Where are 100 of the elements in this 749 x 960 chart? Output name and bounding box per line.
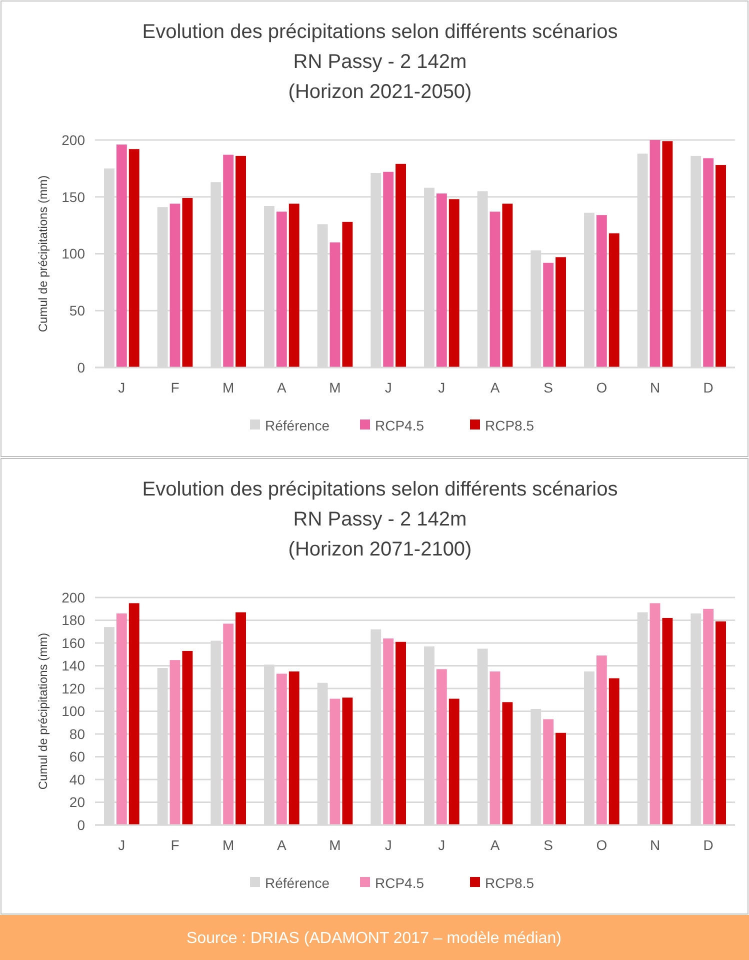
x-tick-label: N xyxy=(650,380,660,396)
y-tick-label: 100 xyxy=(62,703,86,720)
chart-title: Evolution des précipitations selon différents scénarios xyxy=(142,21,618,43)
legend-label: RCP4.5 xyxy=(375,874,424,891)
bar xyxy=(662,141,673,368)
x-tick-label: D xyxy=(703,837,714,853)
x-tick-label: O xyxy=(596,380,608,396)
bar xyxy=(543,262,554,368)
x-tick-label: F xyxy=(170,837,180,853)
bar xyxy=(223,154,234,368)
y-tick-label: 120 xyxy=(62,680,86,696)
bar xyxy=(330,698,340,825)
bar xyxy=(608,678,620,825)
y-axis-title: Cumul de précipitations (mm) xyxy=(36,175,50,332)
bar xyxy=(383,638,394,825)
bar xyxy=(276,674,287,825)
y-tick-label: 160 xyxy=(62,634,86,651)
bar xyxy=(502,204,513,368)
x-tick-label: M xyxy=(329,837,341,853)
bar xyxy=(436,669,447,825)
bar xyxy=(182,650,193,825)
source-note: Source : DRIAS (ADAMONT 2017 – modèle médian) xyxy=(186,930,562,948)
x-tick-label: J xyxy=(118,380,126,396)
bar xyxy=(396,642,406,825)
y-axis-title: Cumul de précipitations (mm) xyxy=(36,632,50,790)
x-tick-label: J xyxy=(438,837,446,853)
bar xyxy=(128,603,140,825)
y-tick-label: 150 xyxy=(62,188,86,205)
x-tick-label: O xyxy=(596,837,608,853)
bar xyxy=(596,215,607,368)
x-tick-label: J xyxy=(438,380,446,396)
chart-title: Evolution des précipitations selon différents scénarios xyxy=(142,478,618,500)
x-tick-label: J xyxy=(384,837,392,853)
bar xyxy=(502,702,513,825)
bar xyxy=(288,204,300,368)
bar xyxy=(342,222,353,368)
y-tick-label: 140 xyxy=(62,658,86,674)
bar xyxy=(448,698,460,825)
bar xyxy=(288,671,300,825)
bar xyxy=(448,199,460,368)
y-tick-label: 200 xyxy=(62,132,86,148)
y-tick-label: 180 xyxy=(62,612,86,628)
bar xyxy=(556,257,566,368)
chart-subtitle: RN Passy - 2 142m (Horizon 2021-2050) xyxy=(288,51,472,103)
y-tick-label: 0 xyxy=(77,359,86,376)
y-tick-label: 0 xyxy=(77,816,86,833)
bar xyxy=(116,144,127,368)
bar xyxy=(650,140,660,368)
x-tick-label: M xyxy=(222,837,234,853)
bar xyxy=(396,164,406,368)
y-tick-label: 200 xyxy=(62,589,86,606)
bar xyxy=(116,613,127,825)
x-tick-label: A xyxy=(276,380,287,396)
bar xyxy=(703,158,714,368)
y-tick-label: 50 xyxy=(69,302,86,319)
bar xyxy=(342,698,353,825)
legend-label: Référence xyxy=(265,417,330,434)
chart-subtitle: RN Passy - 2 142m (Horizon 2071-2100) xyxy=(288,508,472,560)
bar xyxy=(490,212,500,368)
bar xyxy=(128,149,140,368)
legend-label: Référence xyxy=(265,874,330,891)
bar xyxy=(236,612,246,825)
bar xyxy=(608,233,620,368)
bar xyxy=(662,618,673,825)
legend-label: RCP8.5 xyxy=(485,417,534,434)
x-tick-label: D xyxy=(703,380,714,396)
x-tick-label: N xyxy=(650,837,660,853)
x-tick-label: J xyxy=(384,380,392,396)
bar xyxy=(543,719,554,825)
bar xyxy=(716,621,726,825)
legend-label: RCP8.5 xyxy=(485,874,534,891)
x-tick-label: A xyxy=(490,380,500,396)
bar xyxy=(236,156,246,368)
bar xyxy=(223,624,234,825)
bar xyxy=(170,204,180,368)
bar xyxy=(596,656,607,825)
bar xyxy=(490,671,500,825)
x-tick-label: S xyxy=(544,837,554,853)
bar xyxy=(650,603,660,825)
bar xyxy=(330,242,340,368)
bar xyxy=(276,212,287,368)
bar xyxy=(716,165,726,368)
bar xyxy=(383,172,394,368)
bar xyxy=(556,732,566,825)
x-tick-label: A xyxy=(490,837,500,853)
y-tick-label: 40 xyxy=(69,771,86,788)
x-tick-label: M xyxy=(329,380,341,396)
y-tick-label: 20 xyxy=(69,794,86,810)
bar xyxy=(703,608,714,825)
y-tick-label: 100 xyxy=(62,246,86,262)
x-tick-label: J xyxy=(118,837,126,853)
legend-label: RCP4.5 xyxy=(375,417,424,434)
y-tick-label: 80 xyxy=(69,726,86,742)
bar xyxy=(436,193,447,368)
bar xyxy=(170,660,180,825)
x-tick-label: F xyxy=(170,380,180,396)
x-tick-label: A xyxy=(276,837,287,853)
bar xyxy=(182,198,193,368)
y-tick-label: 60 xyxy=(69,748,86,765)
x-tick-label: S xyxy=(544,380,554,396)
